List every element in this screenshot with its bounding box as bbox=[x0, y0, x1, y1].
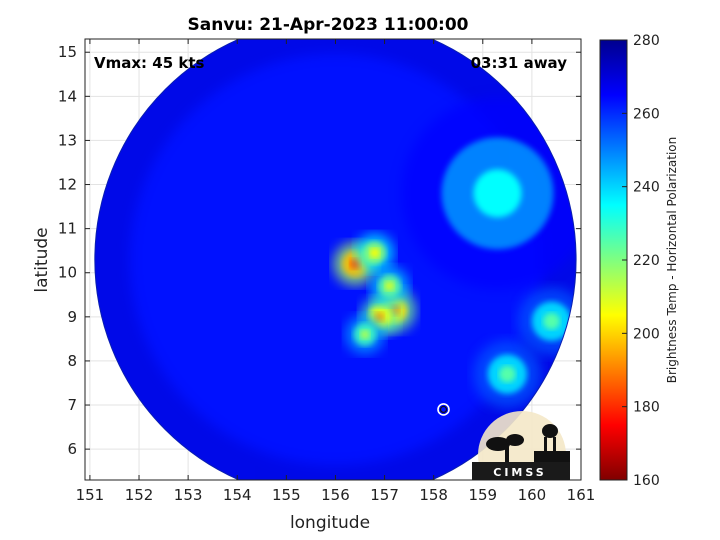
colorbar-tick-label: 220 bbox=[633, 253, 660, 269]
feature-core bbox=[498, 365, 516, 383]
chart-title: Sanvu: 21-Apr-2023 11:00:00 bbox=[188, 15, 469, 35]
features-layer bbox=[94, 39, 577, 480]
logo-building-icon bbox=[534, 451, 570, 462]
logo-dish-post bbox=[505, 447, 509, 462]
colorbar-tick-label: 180 bbox=[633, 400, 660, 416]
y-axis-label: latitude bbox=[32, 227, 52, 292]
axes-frame bbox=[84, 38, 582, 481]
logo-banner-front bbox=[472, 462, 570, 480]
y-tick-label: 13 bbox=[58, 131, 77, 149]
x-tick-label: 154 bbox=[223, 486, 252, 504]
swath-edge bbox=[94, 39, 577, 480]
vmax-label: Vmax: 45 kts bbox=[94, 54, 204, 72]
x-tick-label: 153 bbox=[174, 486, 203, 504]
y-tick-label: 12 bbox=[58, 176, 77, 194]
marker-inner-ring bbox=[439, 405, 448, 414]
y-tick-label: 9 bbox=[67, 308, 77, 326]
colorbar-tick-label: 240 bbox=[633, 180, 660, 196]
colorbar-tick-label: 260 bbox=[633, 106, 660, 122]
x-tick-label: 152 bbox=[125, 486, 154, 504]
x-tick-label: 156 bbox=[321, 486, 350, 504]
feature-core bbox=[543, 312, 560, 330]
x-tick-label: 159 bbox=[468, 486, 497, 504]
feature-core bbox=[384, 281, 395, 291]
y-tick-label: 15 bbox=[58, 43, 77, 61]
feature-core bbox=[473, 169, 522, 218]
time-away-label: 03:31 away bbox=[471, 54, 568, 72]
x-tick-label: 161 bbox=[567, 486, 596, 504]
swath-layer bbox=[94, 39, 577, 480]
colorbar-tick-label: 200 bbox=[633, 326, 660, 342]
marker-outer-ring bbox=[437, 403, 450, 416]
x-tick-label: 160 bbox=[518, 486, 547, 504]
storm-center-marker bbox=[437, 403, 450, 416]
y-tick-label: 7 bbox=[67, 396, 77, 414]
colorbar-ticks: 160 180 200 220 240 260 280 bbox=[622, 33, 660, 489]
feature-core bbox=[374, 312, 385, 322]
feature-core bbox=[360, 329, 370, 340]
colorbar-tick-label: 160 bbox=[633, 473, 660, 489]
logo-tower-leg bbox=[544, 437, 547, 462]
logo-tower-icon bbox=[542, 424, 558, 438]
y-tick-label: 11 bbox=[58, 220, 77, 238]
x-tick-label: 155 bbox=[272, 486, 301, 504]
cimss-logo: CIMSS bbox=[472, 411, 570, 480]
colorbar-label: Brightness Temp - Horizontal Polarizatio… bbox=[665, 137, 679, 384]
y-tick-label: 6 bbox=[67, 440, 77, 458]
logo-text: CIMSS bbox=[493, 466, 546, 479]
x-axis-label: longitude bbox=[290, 513, 370, 533]
y-tick-label: 14 bbox=[58, 87, 77, 105]
x-tick-label: 151 bbox=[76, 486, 105, 504]
swath-texture bbox=[94, 39, 577, 480]
logo-dish-icon bbox=[486, 437, 510, 451]
axis-ticks: 151 152 153 154 155 156 157 158 159 160 161 6 7 8 9 10 1… bbox=[58, 39, 595, 504]
colorbar-tick-label: 280 bbox=[633, 33, 660, 49]
x-tick-label: 157 bbox=[370, 486, 399, 504]
x-tick-label: 158 bbox=[419, 486, 448, 504]
y-tick-label: 10 bbox=[58, 264, 77, 282]
logo-tower-leg bbox=[553, 437, 556, 462]
logo-dish-icon bbox=[506, 434, 524, 446]
feature-core bbox=[369, 248, 380, 258]
y-tick-label: 8 bbox=[67, 352, 77, 370]
